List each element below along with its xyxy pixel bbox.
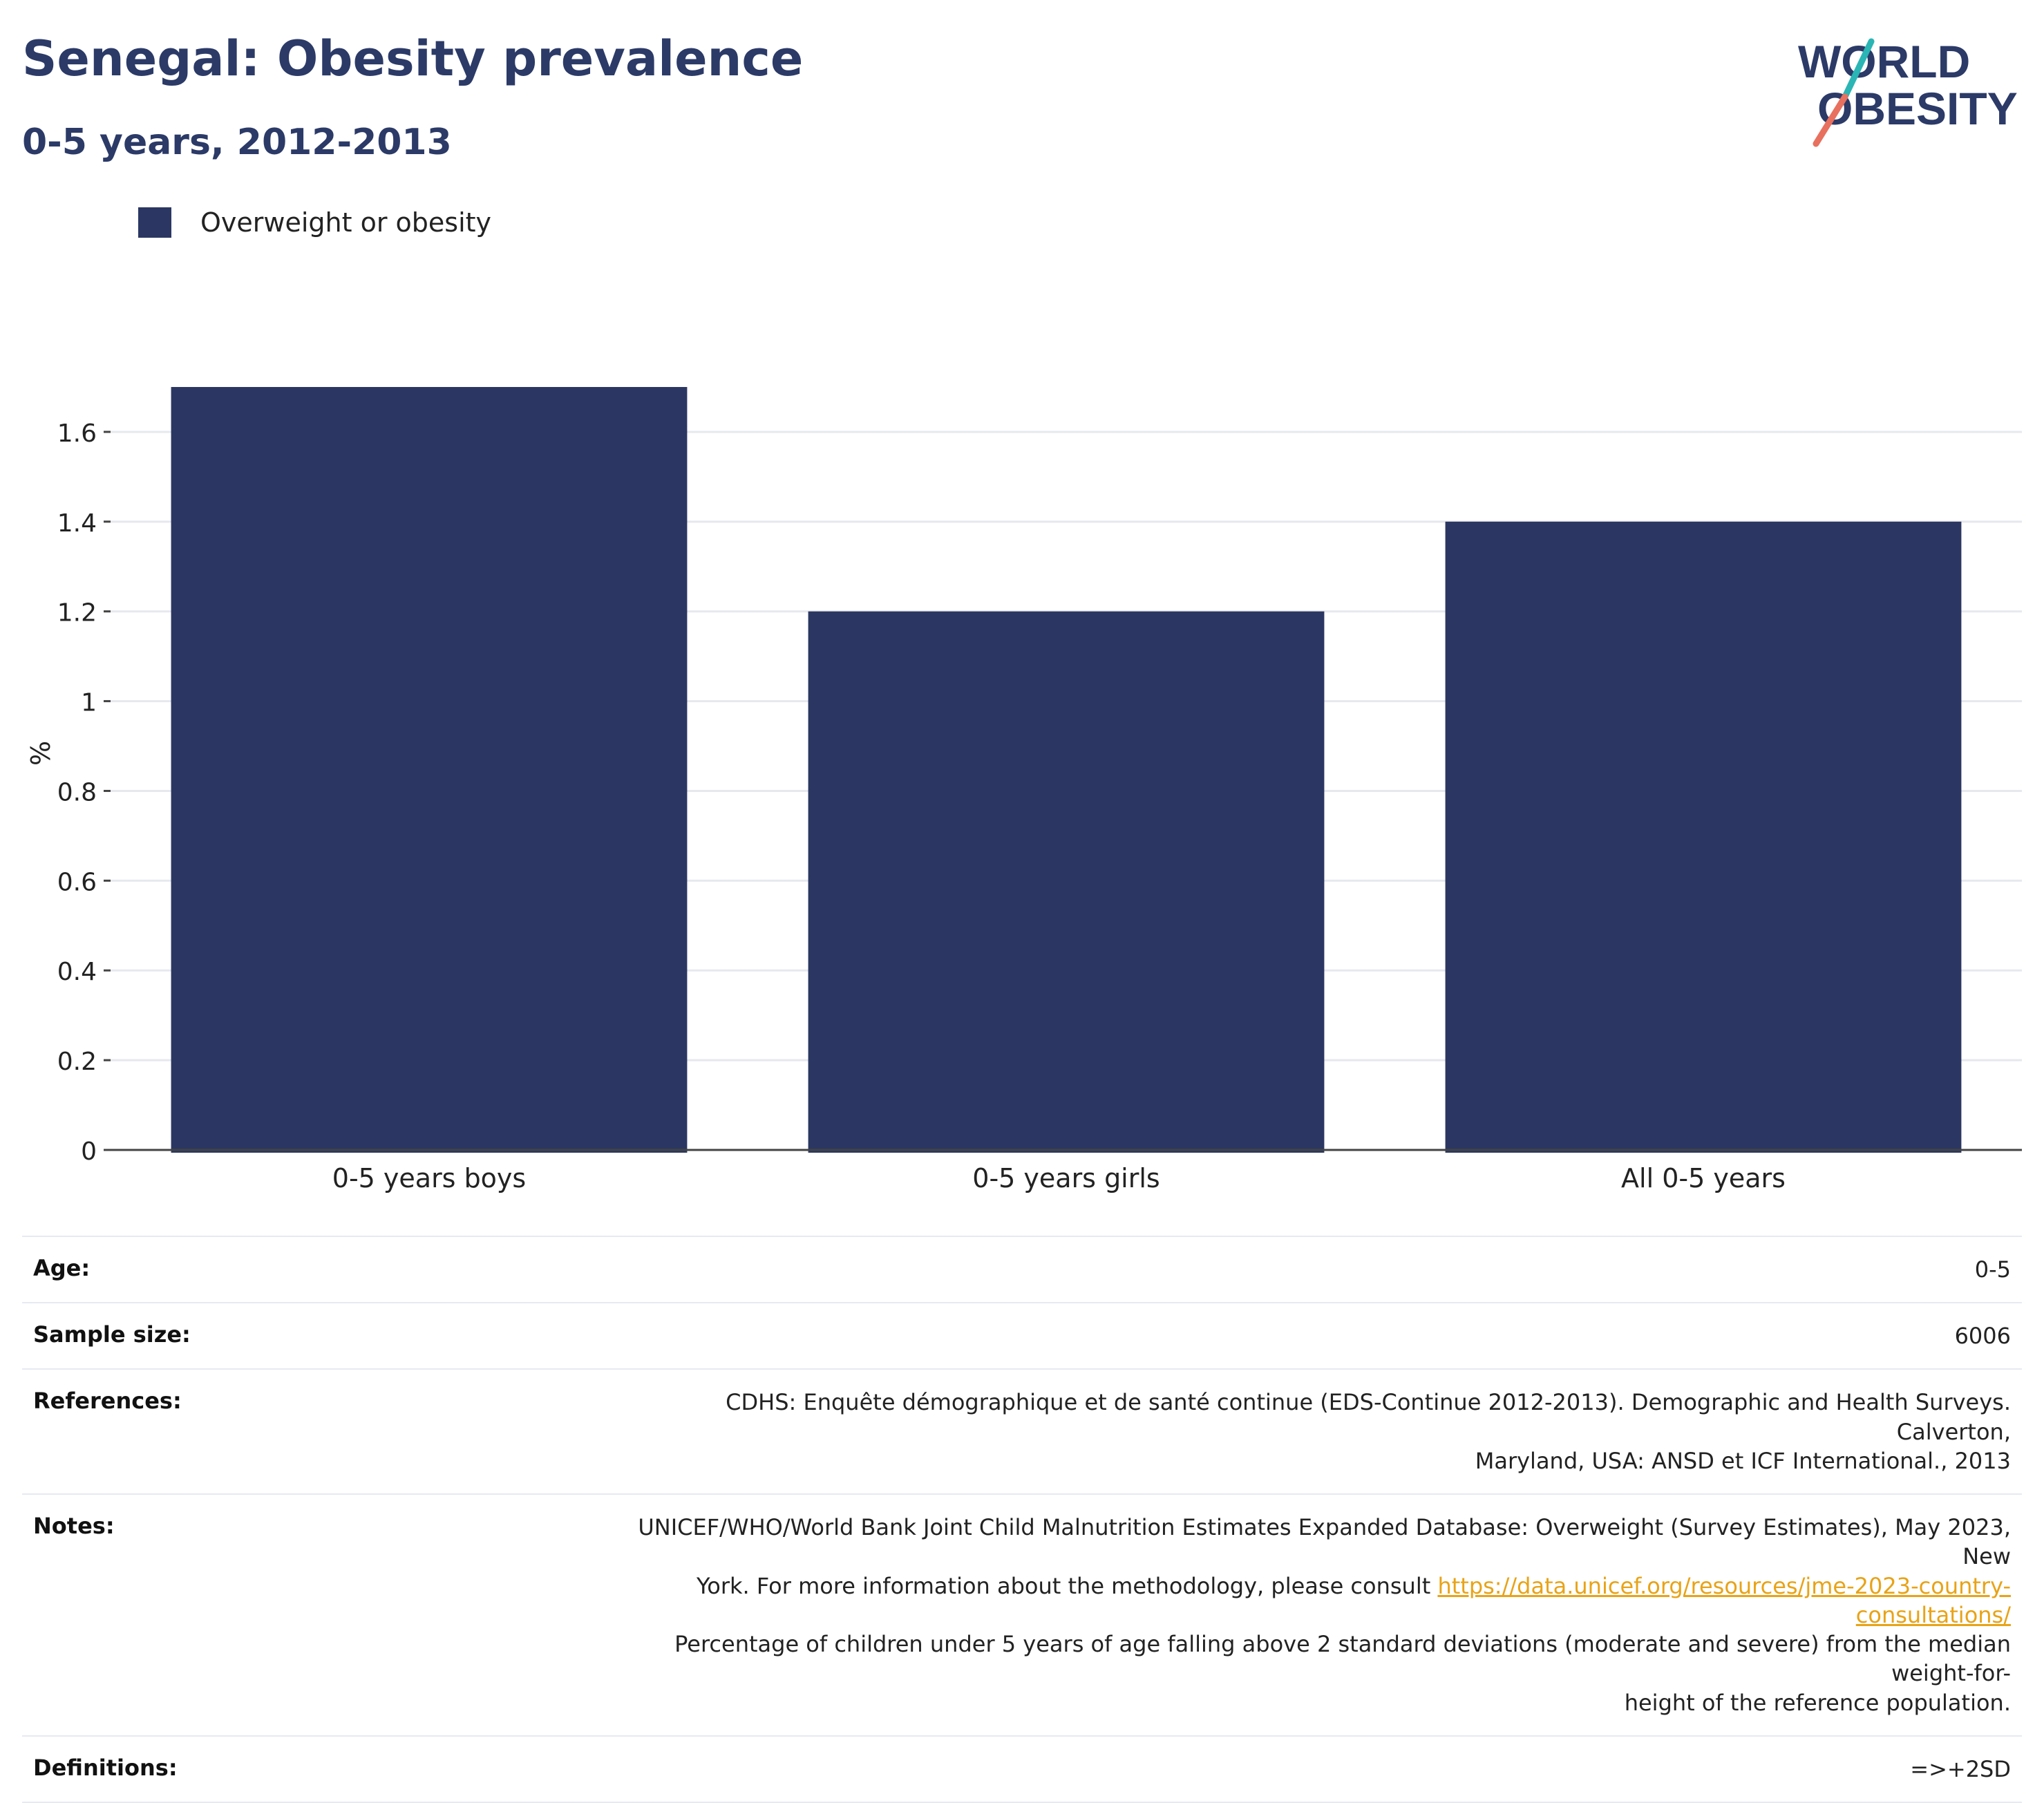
notes-label: Notes: xyxy=(33,1513,115,1540)
meta-row-definitions: Definitions: =>+2SD xyxy=(22,1735,2022,1803)
meta-row-references: References: CDHS: Enquête démographique … xyxy=(22,1368,2022,1493)
y-tick-label: 0.2 xyxy=(57,1048,97,1076)
age-label: Age: xyxy=(33,1255,91,1281)
sample-size-value: 6006 xyxy=(1954,1323,2011,1350)
y-tick-label: 0.6 xyxy=(57,868,97,896)
y-tick-label: 0.8 xyxy=(57,778,97,806)
x-tick-label: 0-5 years girls xyxy=(972,1163,1160,1193)
y-tick-label: 1.2 xyxy=(57,599,97,627)
y-tick-label: 1 xyxy=(81,689,97,717)
references-line-1: CDHS: Enquête démographique et de santé … xyxy=(726,1389,2011,1445)
meta-row-sample-size: Sample size: 6006 xyxy=(22,1302,2022,1368)
x-tick-label: 0-5 years boys xyxy=(332,1163,526,1193)
y-axis-ticks: 0 0.2 0.4 0.6 0.8 1 1.2 1.4 1.6 xyxy=(57,419,111,1166)
bar-chart: 00.20.40.60.811.21.41.6 0-5 years boys 0-… xyxy=(26,387,2022,1193)
y-tick-label: 1.4 xyxy=(57,509,97,538)
bar xyxy=(808,611,1325,1153)
legend-swatch xyxy=(138,207,171,238)
metadata-table: Age: 0-5 Sample size: 6006 References: C… xyxy=(22,1236,2022,1803)
y-axis-label: % xyxy=(26,741,56,766)
definitions-value: =>+2SD xyxy=(1910,1755,2011,1782)
bar xyxy=(1445,521,1962,1153)
logo-slash-bottom xyxy=(1813,93,1848,147)
references-line-2: Maryland, USA: ANSD et ICF International… xyxy=(1475,1447,2011,1474)
x-tick-label: All 0-5 years xyxy=(1621,1163,1786,1193)
notes-link[interactable]: https://data.unicef.org/resources/jme-20… xyxy=(1437,1572,2011,1628)
chart-subtitle: 0-5 years, 2012-2013 xyxy=(22,122,452,163)
age-value: 0-5 xyxy=(1974,1256,2011,1283)
y-tick-label: 0 xyxy=(81,1138,97,1166)
meta-row-notes: Notes: UNICEF/WHO/World Bank Joint Child… xyxy=(22,1493,2022,1735)
meta-row-age: Age: 0-5 xyxy=(22,1236,2022,1302)
notes-line-2: York. For more information about the met… xyxy=(696,1572,1431,1599)
logo-slash-top xyxy=(1842,38,1875,100)
references-value: CDHS: Enquête démographique et de santé … xyxy=(629,1388,2011,1475)
references-label: References: xyxy=(33,1388,182,1415)
definitions-label: Definitions: xyxy=(33,1754,178,1781)
bar xyxy=(171,387,688,1153)
notes-value: UNICEF/WHO/World Bank Joint Child Malnut… xyxy=(629,1513,2011,1717)
notes-line-4: height of the reference population. xyxy=(1624,1689,2011,1716)
bars xyxy=(171,387,1962,1153)
y-tick-label: 1.6 xyxy=(57,419,97,448)
notes-line-1: UNICEF/WHO/World Bank Joint Child Malnut… xyxy=(638,1514,2011,1570)
world-obesity-logo: WORLD OBESITY xyxy=(1798,36,2018,147)
sample-size-label: Sample size: xyxy=(33,1321,191,1348)
legend-label: Overweight or obesity xyxy=(200,207,492,238)
logo-line1: WORLD xyxy=(1798,36,1970,87)
y-tick-label: 0.4 xyxy=(57,958,97,986)
legend[interactable]: Overweight or obesity xyxy=(138,207,491,238)
chart-title: Senegal: Obesity prevalence xyxy=(22,30,804,87)
notes-line-3: Percentage of children under 5 years of … xyxy=(674,1631,2011,1687)
x-axis-ticks: 0-5 years boys 0-5 years girls All 0-5 yea… xyxy=(332,1163,1786,1193)
